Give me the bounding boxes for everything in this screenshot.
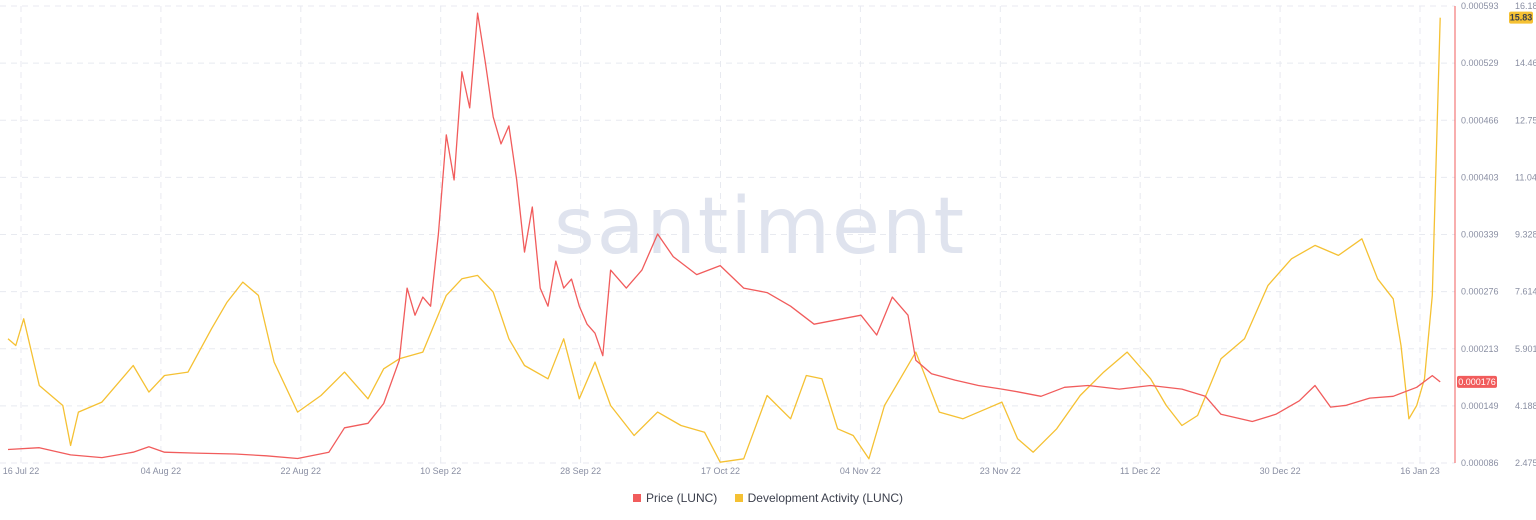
y-tick-dev: 5.901 [1515,344,1536,354]
y-tick-price: 0.000086 [1461,458,1499,468]
x-tick-label: 11 Dec 22 [1120,466,1160,476]
y-tick-dev: 2.475 [1515,458,1536,468]
y-tick-price: 0.000403 [1461,172,1499,182]
legend-swatch-dev [734,494,743,502]
price-current-label: 0.000176 [1458,377,1496,387]
y-tick-dev: 7.614 [1515,287,1536,297]
y-tick-dev: 14.467 [1515,58,1536,68]
watermark: santiment [554,182,966,272]
x-tick-label: 16 Jul 22 [3,466,40,476]
x-tick-label: 17 Oct 22 [701,466,740,476]
x-tick-label: 28 Sep 22 [560,466,601,476]
series-price[interactable] [7,12,1441,460]
y-tick-dev: 4.188 [1515,401,1536,411]
dev-current-badge [1509,11,1533,24]
y-tick-price: 0.000213 [1461,344,1499,354]
grid [0,5,1455,464]
x-tick-label: 16 Jan 23 [1400,466,1440,476]
legend-item-dev[interactable]: Development Activity (LUNC) [734,491,904,505]
y-tick-price: 0.000149 [1461,401,1499,411]
development-activity-line[interactable] [7,17,1441,463]
dev-current-label: 15.83 [1510,13,1533,23]
x-tick-label: 10 Sep 22 [420,466,461,476]
x-tick-label: 23 Nov 22 [980,466,1021,476]
y-tick-price: 0.000339 [1461,230,1499,240]
legend-label-price: Price (LUNC) [645,491,718,505]
y-tick-price: 0.000593 [1461,1,1499,11]
y-tick-price: 0.000276 [1461,287,1499,297]
price-line[interactable] [7,12,1441,460]
legend-item-price[interactable]: Price (LUNC) [632,491,718,505]
x-tick-label: 30 Dec 22 [1260,466,1301,476]
y-tick-dev: 9.328 [1515,230,1536,240]
y-tick-price: 0.000466 [1461,115,1499,125]
y-tick-price: 0.000529 [1461,58,1499,68]
y-tick-dev: 12.754 [1515,115,1536,125]
x-tick-label: 04 Aug 22 [141,466,182,476]
series-development-activity[interactable] [7,17,1441,463]
y-tick-dev: 11.041 [1515,172,1536,182]
x-tick-label: 22 Aug 22 [281,466,322,476]
axes: 0.000593 16.18 0.000529 14.467 0.000466 12.75… [3,1,1536,476]
y-tick-dev: 16.18 [1515,1,1536,11]
legend: Price (LUNC) Development Activity (LUNC) [0,491,1536,505]
legend-label-dev: Development Activity (LUNC) [747,491,904,505]
x-tick-label: 04 Nov 22 [840,466,881,476]
price-current-badge [1457,375,1497,388]
legend-swatch-price [632,494,641,502]
